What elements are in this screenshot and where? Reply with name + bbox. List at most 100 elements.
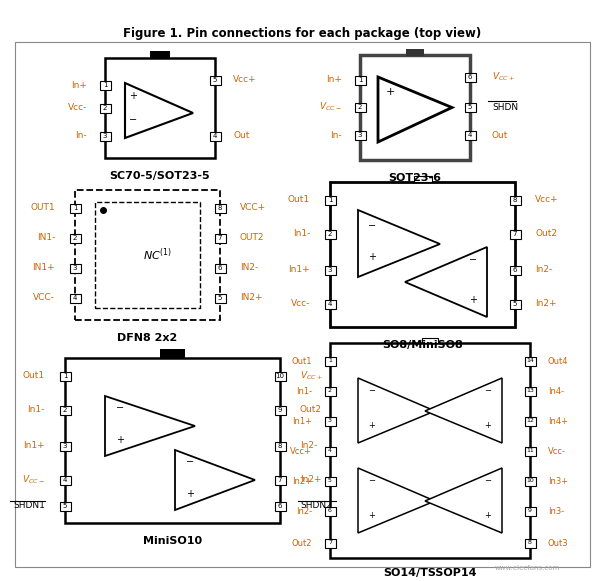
Text: +: + — [385, 87, 394, 97]
Bar — [324, 357, 336, 365]
Text: 8: 8 — [218, 205, 222, 211]
Text: 3: 3 — [358, 132, 362, 138]
Text: +: + — [485, 511, 491, 519]
Text: Out4: Out4 — [548, 357, 569, 365]
Text: +: + — [186, 489, 194, 499]
Polygon shape — [378, 77, 452, 142]
Text: In3+: In3+ — [548, 476, 568, 486]
Bar — [330, 182, 515, 327]
Text: $V_{CC-}$: $V_{CC-}$ — [22, 474, 45, 486]
Text: 3: 3 — [73, 265, 77, 271]
Bar — [465, 102, 476, 112]
Text: SO14/TSSOP14: SO14/TSSOP14 — [383, 568, 477, 578]
Bar — [59, 406, 71, 414]
Text: www.elecfans.com: www.elecfans.com — [495, 565, 560, 571]
Bar — [355, 131, 365, 139]
Text: 8: 8 — [528, 540, 532, 546]
Bar — [509, 195, 520, 205]
Bar — [105, 58, 215, 158]
Bar — [65, 358, 280, 523]
Text: 13: 13 — [526, 389, 534, 393]
Text: 9: 9 — [278, 407, 283, 413]
Bar — [525, 507, 535, 515]
Text: Out1: Out1 — [23, 371, 45, 381]
Bar — [525, 417, 535, 425]
Bar — [355, 102, 365, 112]
Polygon shape — [358, 210, 440, 277]
Text: Vcc-: Vcc- — [548, 447, 566, 456]
Text: SHDN1: SHDN1 — [13, 501, 45, 511]
Bar — [324, 299, 336, 309]
Text: In2+: In2+ — [300, 475, 321, 485]
Text: 6: 6 — [328, 508, 332, 514]
Text: In2-: In2- — [535, 266, 552, 274]
Text: In1+: In1+ — [24, 442, 45, 450]
Text: In-: In- — [76, 131, 87, 141]
Bar — [324, 417, 336, 425]
Text: −: − — [368, 221, 376, 231]
Bar — [275, 442, 286, 450]
Text: 3: 3 — [328, 418, 332, 424]
Text: Figure 1. Pin connections for each package (top view): Figure 1. Pin connections for each packa… — [123, 27, 481, 40]
Bar — [209, 131, 220, 141]
Text: 10: 10 — [275, 373, 284, 379]
Text: 1: 1 — [73, 205, 77, 211]
Text: 10: 10 — [526, 479, 534, 483]
Text: 6: 6 — [468, 74, 473, 80]
Polygon shape — [175, 450, 255, 510]
Text: 6: 6 — [218, 265, 222, 271]
Text: +: + — [368, 252, 376, 262]
Text: In+: In+ — [326, 76, 342, 84]
Text: IN1+: IN1+ — [33, 264, 55, 272]
Bar — [95, 202, 200, 308]
Text: +: + — [368, 511, 376, 519]
Text: Vcc-: Vcc- — [68, 103, 87, 113]
Text: 1: 1 — [63, 373, 67, 379]
Bar — [59, 475, 71, 485]
Text: Out: Out — [492, 131, 508, 139]
Polygon shape — [358, 378, 435, 443]
Bar — [99, 103, 111, 113]
Bar — [70, 234, 80, 242]
Polygon shape — [425, 378, 502, 443]
Text: SC70-5/SOT23-5: SC70-5/SOT23-5 — [110, 171, 211, 181]
Bar — [324, 476, 336, 486]
Bar — [150, 51, 170, 59]
Text: 5: 5 — [468, 104, 472, 110]
Text: SOT23-6: SOT23-6 — [388, 173, 442, 183]
Text: +: + — [485, 421, 491, 429]
Text: 4: 4 — [468, 132, 472, 138]
Text: Out2: Out2 — [535, 229, 557, 238]
Text: 7: 7 — [278, 477, 283, 483]
Text: 12: 12 — [526, 418, 534, 424]
Text: In+: In+ — [71, 81, 87, 89]
Text: SHDN2: SHDN2 — [300, 501, 332, 511]
Text: IN2-: IN2- — [240, 264, 258, 272]
Text: Out2: Out2 — [292, 539, 312, 547]
Text: 3: 3 — [328, 267, 332, 273]
Text: −: − — [485, 476, 491, 486]
Bar — [413, 175, 431, 181]
Polygon shape — [358, 468, 435, 533]
Text: In2+: In2+ — [292, 476, 312, 486]
Bar — [525, 539, 535, 547]
Text: 1: 1 — [328, 197, 332, 203]
Text: In2-: In2- — [296, 507, 312, 515]
Text: Out1: Out1 — [292, 357, 312, 365]
Bar — [525, 386, 535, 396]
Text: −: − — [116, 403, 124, 413]
Text: 4: 4 — [73, 295, 77, 301]
Text: 2: 2 — [328, 389, 332, 393]
Text: +: + — [368, 421, 376, 429]
Bar — [59, 371, 71, 381]
Bar — [324, 266, 336, 274]
Text: 3: 3 — [63, 443, 67, 449]
Text: −: − — [469, 255, 477, 265]
Bar — [509, 299, 520, 309]
Text: 5: 5 — [328, 479, 332, 483]
Text: −: − — [186, 457, 194, 467]
Polygon shape — [105, 396, 195, 456]
Text: VCC+: VCC+ — [240, 203, 266, 213]
Bar — [215, 293, 226, 303]
Text: 2: 2 — [103, 105, 107, 111]
